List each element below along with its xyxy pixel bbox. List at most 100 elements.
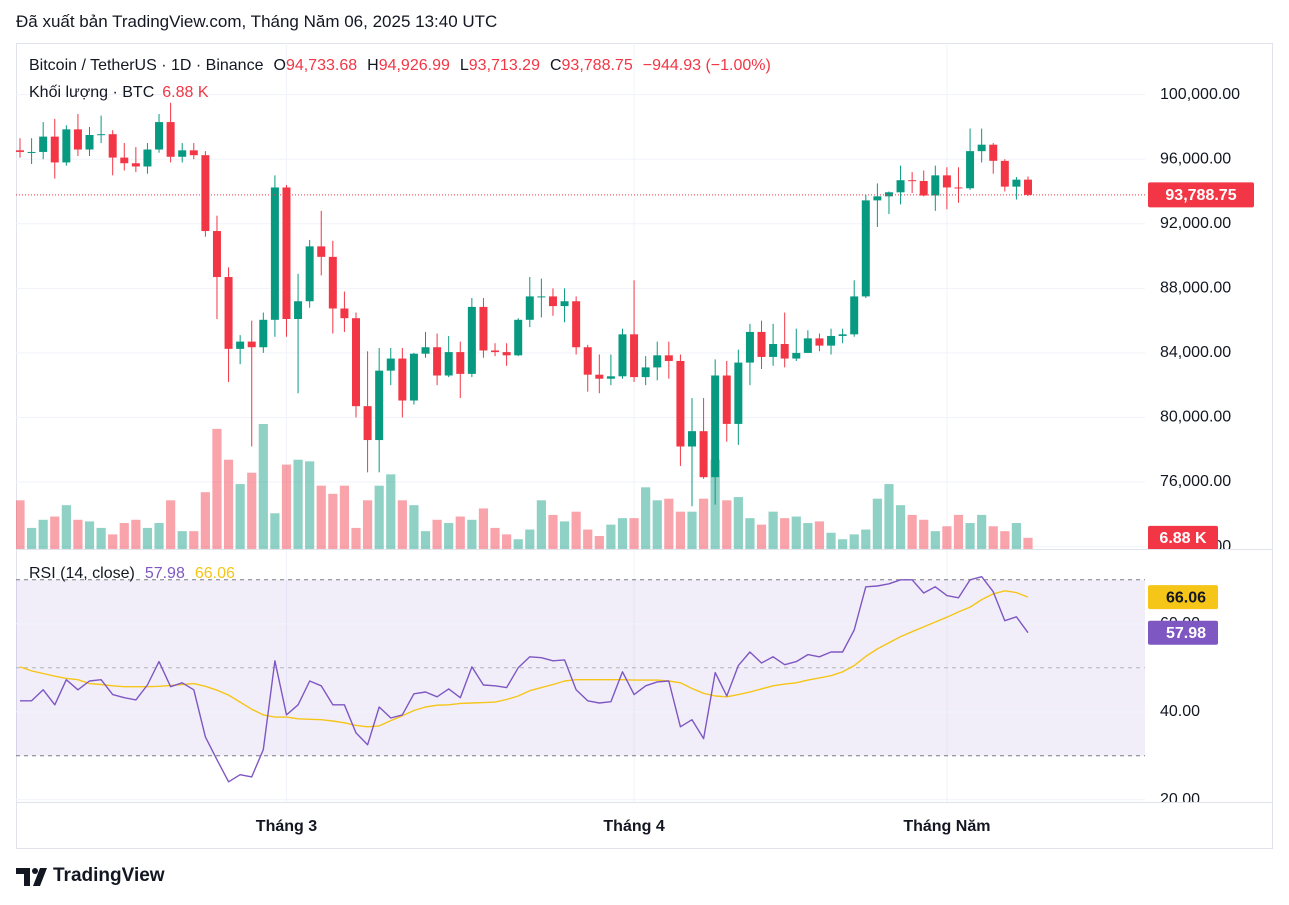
volume-title: Khối lượng · BTC xyxy=(29,84,155,101)
candle-body xyxy=(386,358,395,371)
volume-bar xyxy=(594,536,604,549)
candle-body xyxy=(282,187,291,319)
symbol-title: Bitcoin / TetherUS · 1D · Binance xyxy=(29,57,264,74)
candle-body xyxy=(908,180,917,182)
candle-body xyxy=(734,362,743,424)
volume-bar xyxy=(1011,523,1022,549)
volume-bar xyxy=(1000,531,1010,549)
candle-body xyxy=(722,375,731,424)
candle-body xyxy=(688,431,696,447)
candle-body xyxy=(16,150,24,152)
y-tick-label: 92,000.00 xyxy=(1160,215,1231,232)
volume-bar xyxy=(397,500,407,549)
volume-bar xyxy=(768,511,778,549)
candle-body xyxy=(409,353,418,401)
rsi-value: 57.98 xyxy=(144,565,185,582)
rsi-line xyxy=(20,576,1029,783)
volume-bar xyxy=(977,514,987,549)
candle-body xyxy=(375,370,384,441)
volume-bar xyxy=(362,500,373,549)
volume-bar xyxy=(664,498,674,549)
volume-bar xyxy=(606,524,616,549)
last-price-label: 93,788.75 xyxy=(1165,187,1236,204)
volume-bar xyxy=(617,518,628,549)
volume-bar xyxy=(733,497,743,549)
volume-bar xyxy=(223,459,234,549)
volume-bar xyxy=(675,511,686,549)
volume-bar xyxy=(166,500,176,549)
rsi-ma-line xyxy=(19,590,1029,728)
y-tick-label: 88,000.00 xyxy=(1160,280,1231,297)
candle-body xyxy=(850,296,859,335)
volume-bar xyxy=(838,539,848,549)
candle-body xyxy=(572,301,581,348)
volume-bar xyxy=(293,459,303,549)
volume-bar xyxy=(698,498,709,549)
candle-body xyxy=(838,334,847,336)
volume-value: 6.88 K xyxy=(162,84,209,101)
y-tick-label: 100,000.00 xyxy=(1160,86,1240,103)
volume-bar xyxy=(409,505,419,549)
candle-body xyxy=(560,301,569,307)
candle-body xyxy=(39,136,48,152)
candle-body xyxy=(189,150,198,156)
candle-body xyxy=(630,334,639,378)
candle-body xyxy=(1000,160,1009,187)
rsi-badge-label: 57.98 xyxy=(1166,625,1206,642)
candle-body xyxy=(606,376,615,379)
volume-bar xyxy=(826,532,836,549)
candle-body xyxy=(247,341,256,348)
volume-bar xyxy=(432,519,442,549)
candle-body xyxy=(861,200,870,297)
candle-body xyxy=(502,352,511,356)
y-tick-label: 20.00 xyxy=(1160,791,1200,808)
candle-body xyxy=(1024,179,1032,195)
volume-bar xyxy=(467,519,477,549)
candle-body xyxy=(328,256,337,309)
volume-bar xyxy=(84,521,95,549)
volume-bar xyxy=(200,492,210,549)
volume-bar xyxy=(559,521,570,549)
candle-body xyxy=(433,347,442,376)
candle-body xyxy=(236,341,245,349)
candle-body xyxy=(780,344,789,359)
candle-body xyxy=(166,122,175,157)
volume-bar xyxy=(247,472,257,549)
volume-bar xyxy=(108,534,118,549)
candle-body xyxy=(363,406,372,441)
candle-body xyxy=(699,431,708,478)
candle-body xyxy=(711,375,720,478)
volume-bar xyxy=(722,500,732,549)
candle-body xyxy=(224,277,233,349)
candle-body xyxy=(456,352,465,374)
volume-bar xyxy=(26,527,37,549)
volume-bar xyxy=(513,539,523,549)
volume-bar xyxy=(258,424,268,549)
volume-bar xyxy=(154,523,164,549)
published-note: Đã xuất bản TradingView.com, Tháng Năm 0… xyxy=(16,12,498,31)
volume-bar xyxy=(235,484,245,549)
candle-body xyxy=(467,306,476,374)
candle-body xyxy=(294,301,303,319)
candle-body xyxy=(827,335,836,346)
volume-bar xyxy=(756,524,767,549)
candle-body xyxy=(954,187,963,189)
x-tick-label: Tháng 4 xyxy=(603,818,664,835)
candle-body xyxy=(757,331,766,357)
volume-bar xyxy=(536,500,546,549)
symbol-legend: Bitcoin / TetherUS · 1D · Binance O 94,733… xyxy=(29,57,771,75)
volume-bar xyxy=(38,519,48,549)
y-tick-label: 96,000.00 xyxy=(1160,150,1231,167)
candle-body xyxy=(27,151,36,153)
rsi-ma-badge xyxy=(1148,585,1218,610)
logo xyxy=(16,868,47,886)
volume-bar xyxy=(142,527,153,549)
volume-bar xyxy=(803,523,813,549)
volume-bar xyxy=(861,529,871,549)
volume-bar xyxy=(571,511,581,549)
candle-body xyxy=(548,296,557,307)
chart-frame xyxy=(16,43,1273,849)
volume-bar xyxy=(652,500,662,549)
candle-body xyxy=(398,358,407,401)
